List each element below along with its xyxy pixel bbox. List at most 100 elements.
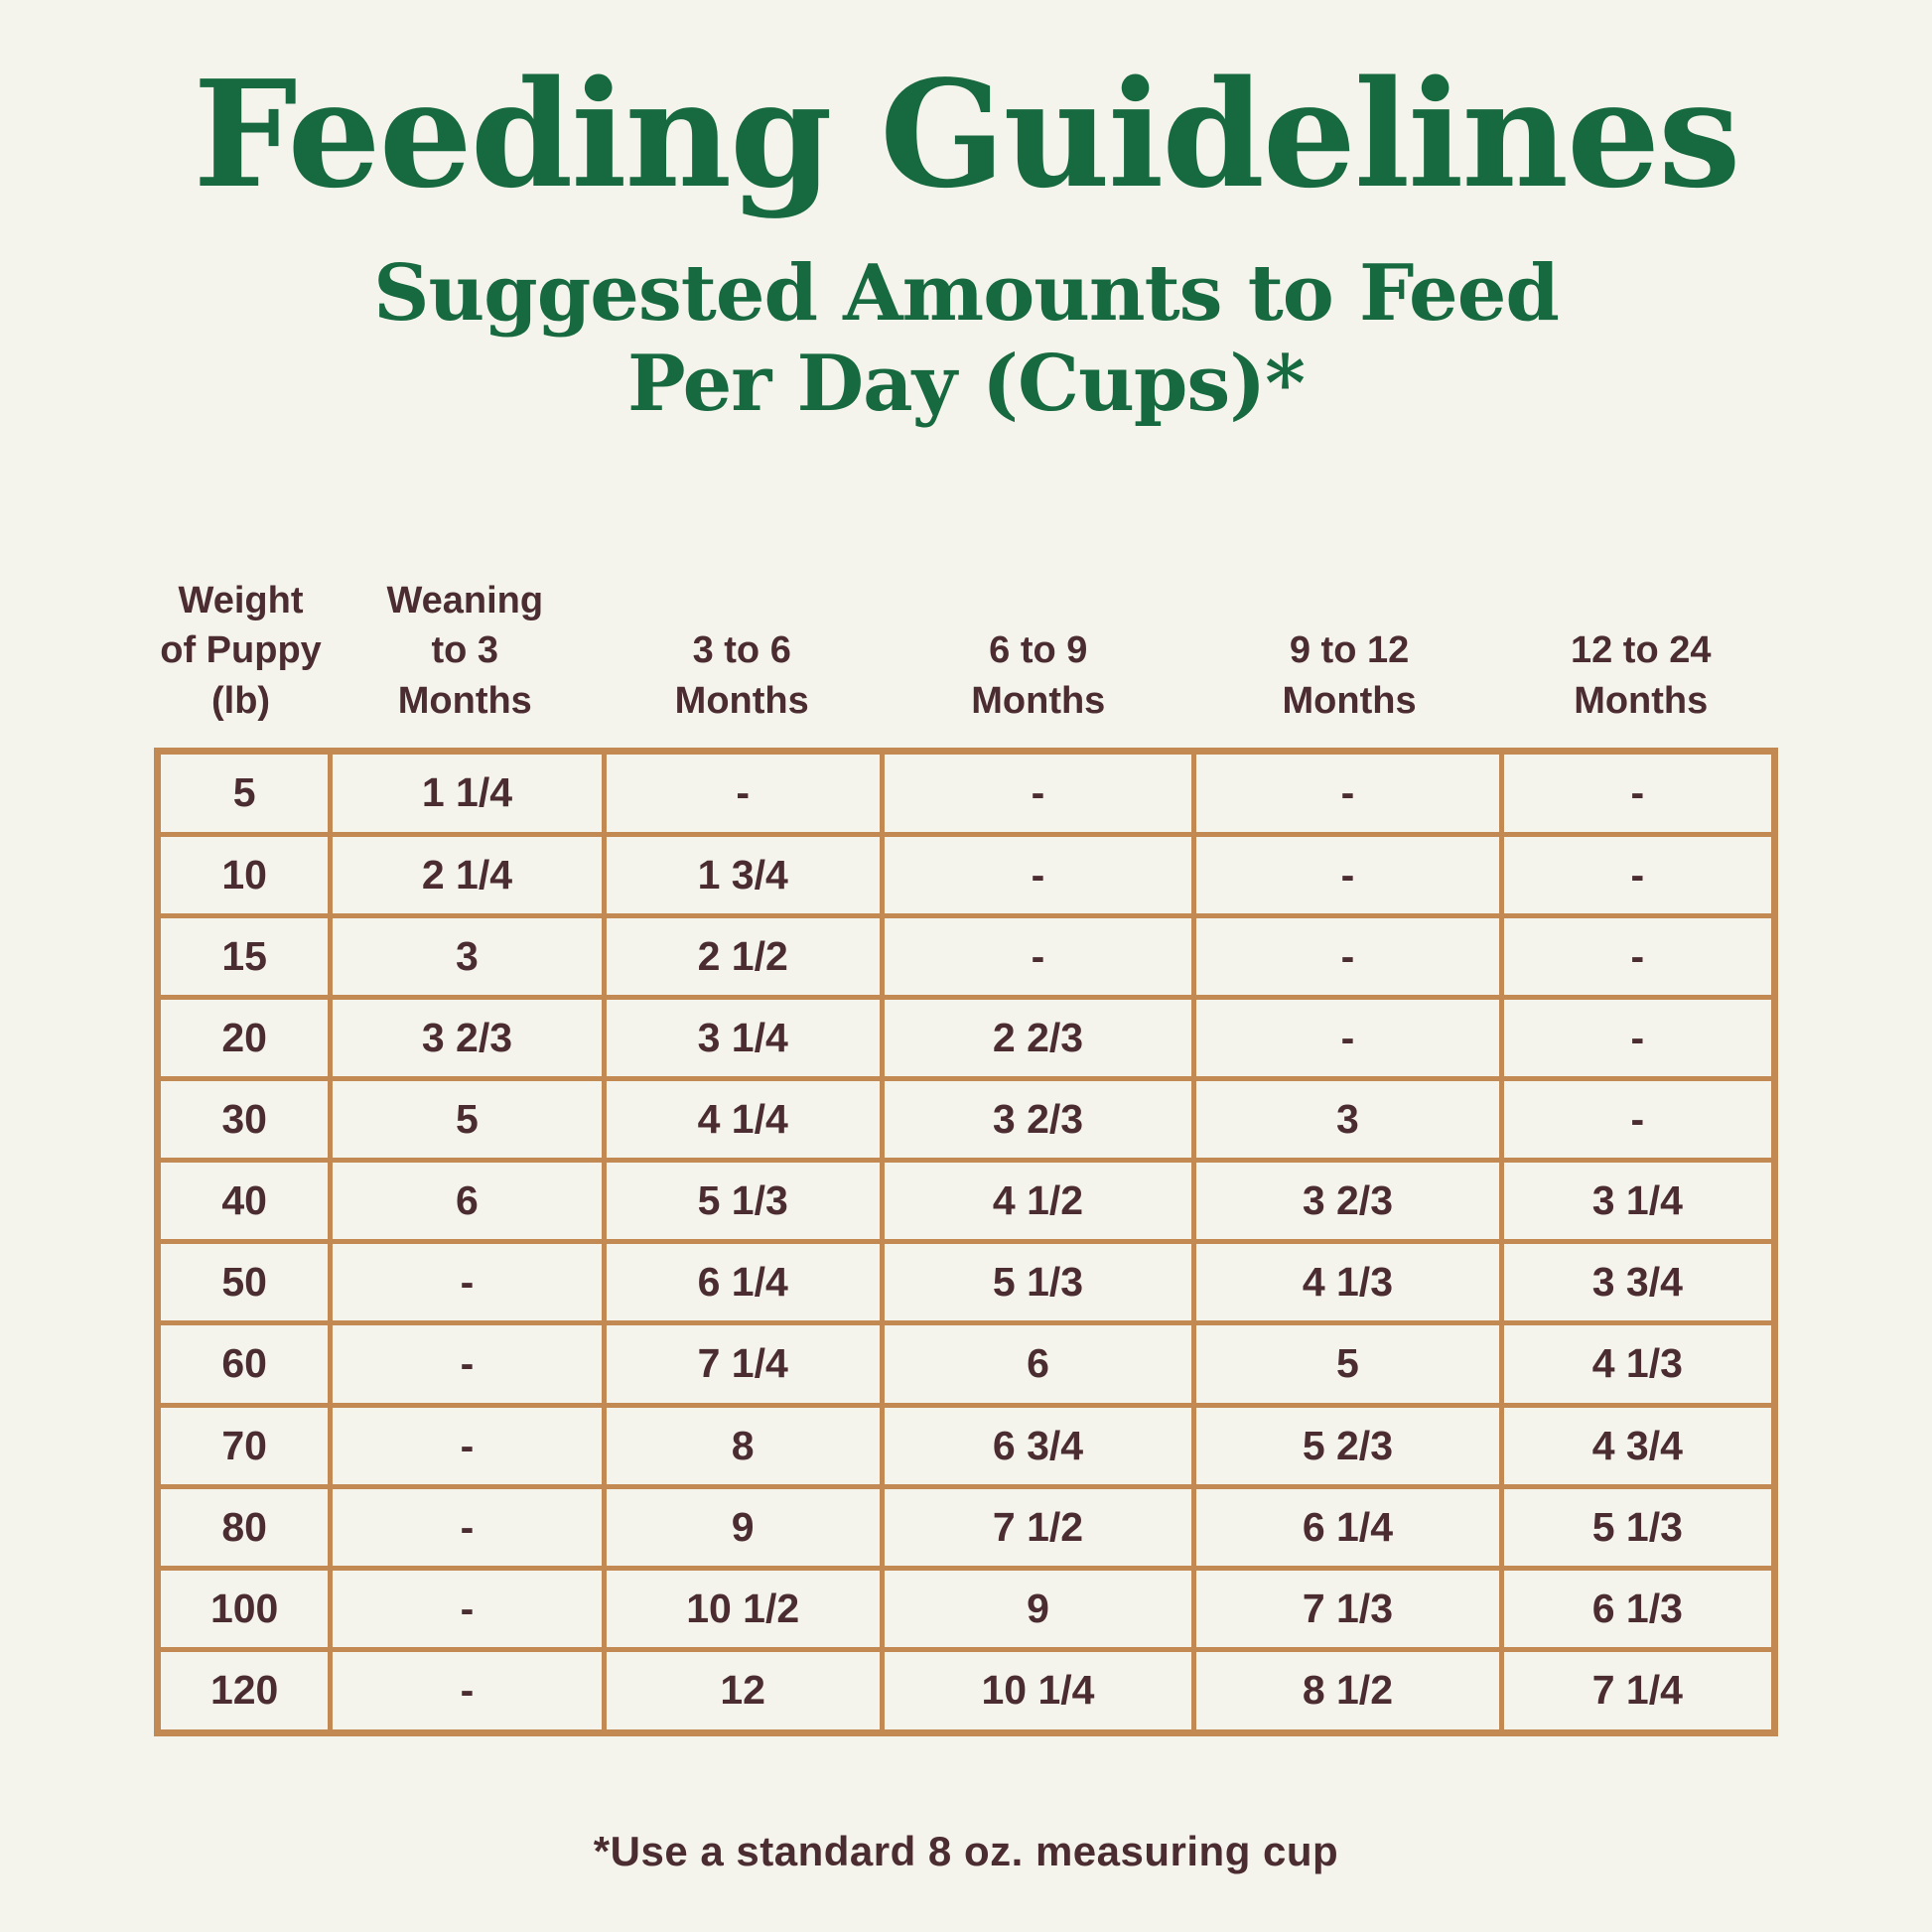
amount-cell: 7 1/3: [1191, 1565, 1504, 1652]
weight-cell: 30: [154, 1075, 334, 1164]
amount-cell: 5: [328, 1075, 607, 1164]
table-row: 70-8 6 3/4 5 2/3 4 3/4: [154, 1402, 1778, 1489]
amount-cell: 5 1/3: [1498, 1483, 1778, 1571]
amount-cell: -: [601, 748, 885, 837]
amount-cell: -: [328, 1239, 607, 1326]
amount-cell: -: [328, 1402, 607, 1489]
weight-cell: 5: [154, 748, 334, 837]
weight-cell: 50: [154, 1239, 334, 1326]
subtitle-line-1: Suggested Amounts to Feed: [373, 248, 1560, 340]
table-row: 20 3 2/3 3 1/4 2 2/3- -: [154, 994, 1778, 1081]
amount-cell: -: [1498, 748, 1778, 837]
amount-cell: 3: [1191, 1075, 1504, 1164]
amount-cell: 9: [601, 1483, 885, 1571]
weight-cell: 15: [154, 912, 334, 1000]
amount-cell: 7 1/4: [1498, 1646, 1778, 1735]
amount-cell: 7 1/4: [601, 1320, 885, 1408]
amount-cell: 3 3/4: [1498, 1239, 1778, 1326]
amount-cell: 6 1/3: [1498, 1565, 1778, 1652]
amount-cell: 2 1/2: [601, 912, 885, 1000]
amount-cell: 3 2/3: [1191, 1158, 1504, 1245]
weight-cell: 60: [154, 1320, 334, 1408]
header-12-to-24-months: 12 to 24 Months: [1570, 629, 1712, 722]
table-row: 60-7 1/4 6 5 4 1/3: [154, 1320, 1778, 1408]
amount-cell: -: [879, 912, 1197, 1000]
amount-cell: 6 3/4: [879, 1402, 1197, 1489]
amount-cell: -: [1191, 831, 1504, 918]
header-row: Weight of Puppy (lb) Weaning to 3 Months…: [154, 576, 1778, 747]
amount-cell: 4 3/4: [1498, 1402, 1778, 1489]
table-row: 30 5 4 1/4 3 2/3 3-: [154, 1075, 1778, 1164]
table-row: 50-6 1/4 5 1/3 4 1/3 3 3/4: [154, 1239, 1778, 1326]
header-3-to-6-months: 3 to 6 Months: [674, 629, 809, 722]
amount-cell: 5 1/3: [601, 1158, 885, 1245]
weight-cell: 70: [154, 1402, 334, 1489]
amount-cell: -: [1498, 831, 1778, 918]
amount-cell: 4 1/2: [879, 1158, 1197, 1245]
amount-cell: 1 1/4: [328, 748, 607, 837]
amount-cell: -: [1191, 994, 1504, 1081]
weight-cell: 10: [154, 831, 334, 918]
weight-cell: 120: [154, 1646, 334, 1735]
table-row: 80-9 7 1/2 6 1/4 5 1/3: [154, 1483, 1778, 1571]
amount-cell: 3 2/3: [879, 1075, 1197, 1164]
amount-cell: 7 1/2: [879, 1483, 1197, 1571]
header-weight-of-puppy: Weight of Puppy (lb): [160, 580, 322, 722]
page-title: Feeding Guidelines: [193, 48, 1740, 220]
amount-cell: 3: [328, 912, 607, 1000]
amount-cell: 3 1/4: [1498, 1158, 1778, 1245]
amount-cell: 6: [328, 1158, 607, 1245]
amount-cell: 6: [879, 1320, 1197, 1408]
amount-cell: 8 1/2: [1191, 1646, 1504, 1735]
amount-cell: 10 1/4: [879, 1646, 1197, 1735]
amount-cell: -: [1191, 748, 1504, 837]
table-row: 120-12 10 1/4 8 1/2 7 1/4: [154, 1646, 1778, 1735]
weight-cell: 40: [154, 1158, 334, 1245]
amount-cell: -: [328, 1646, 607, 1735]
weight-cell: 80: [154, 1483, 334, 1571]
amount-cell: 6 1/4: [601, 1239, 885, 1326]
header-9-to-12-months: 9 to 12 Months: [1282, 629, 1417, 722]
amount-cell: -: [879, 831, 1197, 918]
amount-cell: -: [328, 1320, 607, 1408]
amount-cell: 5 1/3: [879, 1239, 1197, 1326]
table-row: 15 3 2 1/2- - -: [154, 912, 1778, 1000]
amount-cell: 2 2/3: [879, 994, 1197, 1081]
amount-cell: -: [1498, 1075, 1778, 1164]
amount-cell: 3 1/4: [601, 994, 885, 1081]
header-6-to-9-months: 6 to 9 Months: [971, 629, 1106, 722]
table-row: 40 6 5 1/3 4 1/2 3 2/3 3 1/4: [154, 1158, 1778, 1245]
table-row: 100-10 1/2 9 7 1/3 6 1/3: [154, 1565, 1778, 1652]
amount-cell: 2 1/4: [328, 831, 607, 918]
amount-cell: 9: [879, 1565, 1197, 1652]
amount-cell: -: [1498, 912, 1778, 1000]
amount-cell: 4 1/4: [601, 1075, 885, 1164]
weight-cell: 20: [154, 994, 334, 1081]
measuring-cup-footnote: *Use a standard 8 oz. measuring cup: [593, 1827, 1339, 1874]
table-row: 10 2 1/4 1 3/4- - -: [154, 831, 1778, 918]
amount-cell: 5: [1191, 1320, 1504, 1408]
amount-cell: 6 1/4: [1191, 1483, 1504, 1571]
subtitle-line-2: Per Day (Cups)*: [627, 338, 1306, 429]
amount-cell: 10 1/2: [601, 1565, 885, 1652]
amount-cell: -: [879, 748, 1197, 837]
amount-cell: -: [328, 1565, 607, 1652]
column-header-table: Weight of Puppy (lb) Weaning to 3 Months…: [154, 576, 1778, 747]
amount-cell: 1 3/4: [601, 831, 885, 918]
weight-cell: 100: [154, 1565, 334, 1652]
amount-cell: 4 1/3: [1191, 1239, 1504, 1326]
page-subtitle: Suggested Amounts to Feed Per Day (Cups)…: [0, 248, 1932, 429]
amount-cell: -: [328, 1483, 607, 1571]
amount-cell: 5 2/3: [1191, 1402, 1504, 1489]
amount-cell: 8: [601, 1402, 885, 1489]
amount-cell: 12: [601, 1646, 885, 1735]
header-weaning-to-3-months: Weaning to 3 Months: [386, 580, 544, 722]
amount-cell: -: [1498, 994, 1778, 1081]
amount-cell: -: [1191, 912, 1504, 1000]
amount-cell: 3 2/3: [328, 994, 607, 1081]
amount-cell: 4 1/3: [1498, 1320, 1778, 1408]
